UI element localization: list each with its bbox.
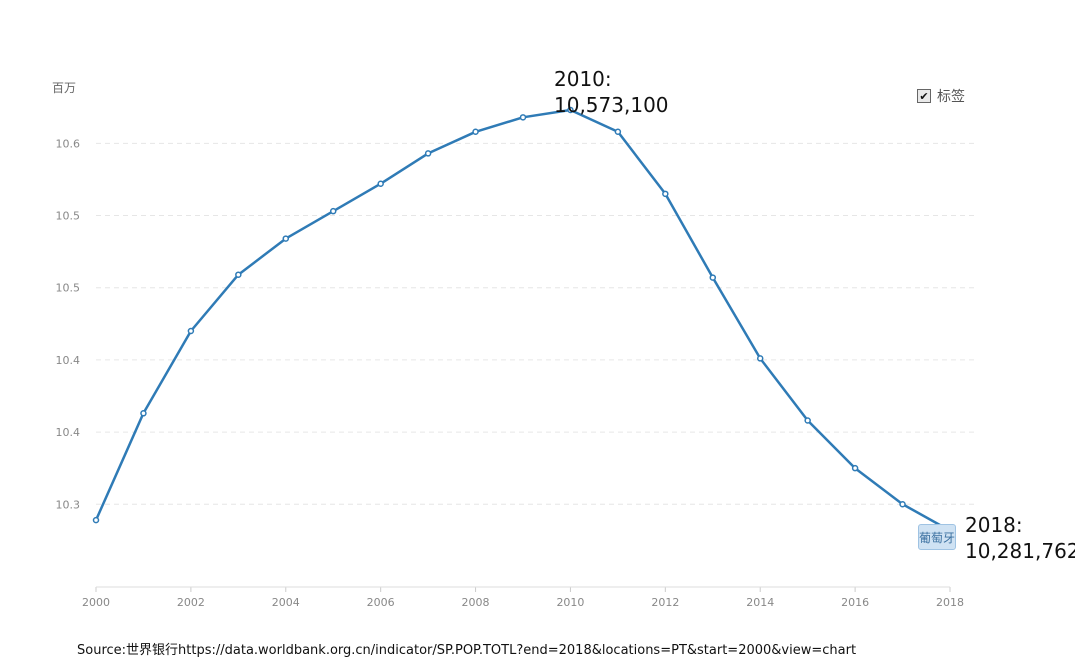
x-tick-label: 2006 — [367, 596, 395, 609]
data-point[interactable] — [472, 128, 479, 136]
series-tag: 葡萄牙 — [918, 524, 956, 550]
label-toggle-checkbox[interactable]: ✔ — [917, 89, 931, 103]
x-tick-label: 2008 — [462, 596, 490, 609]
data-point[interactable] — [140, 410, 147, 417]
x-tick-label: 2014 — [746, 596, 774, 609]
y-tick-label: 10.4 — [56, 426, 81, 439]
data-point[interactable] — [851, 464, 859, 472]
series-line-portugal — [94, 108, 951, 532]
x-axis-ticks: 2000 2002 2004 2006 2008 2010 2012 2014 2016 2018 — [82, 587, 964, 609]
x-tick-label: 2004 — [272, 596, 300, 609]
data-point[interactable] — [282, 235, 290, 242]
data-point[interactable] — [92, 516, 100, 524]
y-tick-label: 10.4 — [56, 354, 81, 367]
data-point[interactable] — [756, 355, 764, 362]
annotation-2010-year: 2010: — [554, 67, 612, 91]
data-point[interactable] — [519, 114, 527, 121]
legend-toggle[interactable]: ✔ 标签 — [917, 86, 965, 106]
x-tick-label: 2016 — [841, 596, 869, 609]
y-axis-unit-label: 百万 — [52, 81, 77, 95]
data-point[interactable] — [567, 106, 574, 114]
y-tick-label: 10.3 — [56, 498, 81, 511]
data-point[interactable] — [187, 327, 195, 335]
annotation-2018-value: 10,281,762 — [965, 539, 1075, 563]
source-note: Source:世界银行https://data.worldbank.org.cn… — [77, 643, 857, 658]
series-points — [92, 106, 954, 534]
annotation-2018-year: 2018: — [965, 513, 1023, 537]
data-point[interactable] — [424, 150, 432, 157]
data-point[interactable] — [709, 274, 717, 281]
y-tick-label: 10.5 — [56, 282, 81, 295]
data-point[interactable] — [899, 501, 906, 508]
x-tick-label: 2000 — [82, 596, 110, 609]
x-tick-label: 2012 — [651, 596, 679, 609]
x-tick-label: 2018 — [936, 596, 964, 609]
data-point[interactable] — [614, 128, 622, 136]
data-point[interactable] — [377, 180, 384, 187]
y-tick-label: 10.5 — [56, 210, 81, 223]
annotation-2018: 2018: 10,281,762 — [965, 512, 1075, 564]
legend-label: 标签 — [937, 89, 965, 105]
x-tick-label: 2010 — [556, 596, 584, 609]
data-point[interactable] — [235, 271, 242, 278]
y-axis-ticks: 10.3 10.4 10.4 10.5 10.5 10.6 — [56, 137, 81, 511]
gridlines — [96, 142, 975, 505]
annotation-2010: 2010: 10,573,100 — [554, 66, 669, 118]
annotation-2010-value: 10,573,100 — [554, 93, 669, 117]
y-tick-label: 10.6 — [56, 137, 81, 150]
data-point[interactable] — [804, 417, 811, 424]
data-point[interactable] — [662, 190, 669, 198]
x-tick-label: 2002 — [177, 596, 205, 609]
data-point[interactable] — [329, 207, 337, 215]
